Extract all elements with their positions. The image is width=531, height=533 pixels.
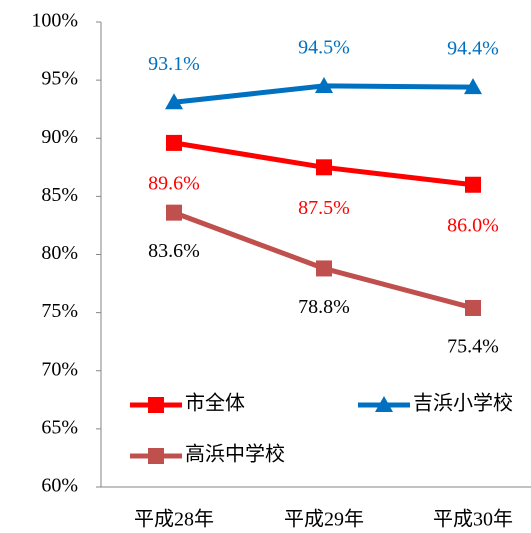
- y-tick-label: 80%: [41, 242, 78, 264]
- y-tick-label: 90%: [41, 126, 78, 148]
- value-label: 78.8%: [298, 296, 350, 318]
- value-label: 93.1%: [148, 53, 200, 75]
- marker: [465, 299, 481, 316]
- series-line: [173, 210, 474, 311]
- y-tick-label: 70%: [41, 358, 78, 380]
- marker: [166, 134, 182, 151]
- marker: [464, 78, 482, 95]
- legend-label: 高浜中学校: [185, 443, 285, 466]
- marker: [148, 397, 164, 413]
- y-tick-label: 60%: [41, 475, 78, 497]
- legend-label: 市全体: [185, 392, 245, 415]
- value-label: 75.4%: [447, 336, 499, 358]
- value-label: 94.4%: [447, 38, 499, 60]
- legend-label: 吉浜小学校: [413, 392, 513, 415]
- marker: [148, 448, 164, 464]
- y-tick-label: 65%: [41, 416, 78, 438]
- marker: [375, 396, 393, 412]
- y-tick-label: 95%: [41, 68, 78, 90]
- marker: [315, 76, 333, 93]
- marker: [316, 159, 332, 176]
- value-label: 87.5%: [298, 197, 350, 219]
- y-tick-label: 100%: [31, 10, 78, 32]
- value-label: 83.6%: [148, 240, 200, 262]
- marker: [316, 260, 332, 277]
- marker: [165, 93, 183, 110]
- y-tick-label: 85%: [41, 184, 78, 206]
- x-tick-label: 平成29年: [284, 508, 364, 531]
- y-tick-label: 75%: [41, 300, 78, 322]
- marker: [166, 204, 182, 221]
- x-tick-label: 平成30年: [433, 508, 513, 531]
- x-tick-label: 平成28年: [134, 508, 214, 531]
- value-label: 89.6%: [148, 172, 200, 194]
- value-label: 86.0%: [447, 214, 499, 236]
- marker: [465, 176, 481, 193]
- value-label: 94.5%: [298, 37, 350, 59]
